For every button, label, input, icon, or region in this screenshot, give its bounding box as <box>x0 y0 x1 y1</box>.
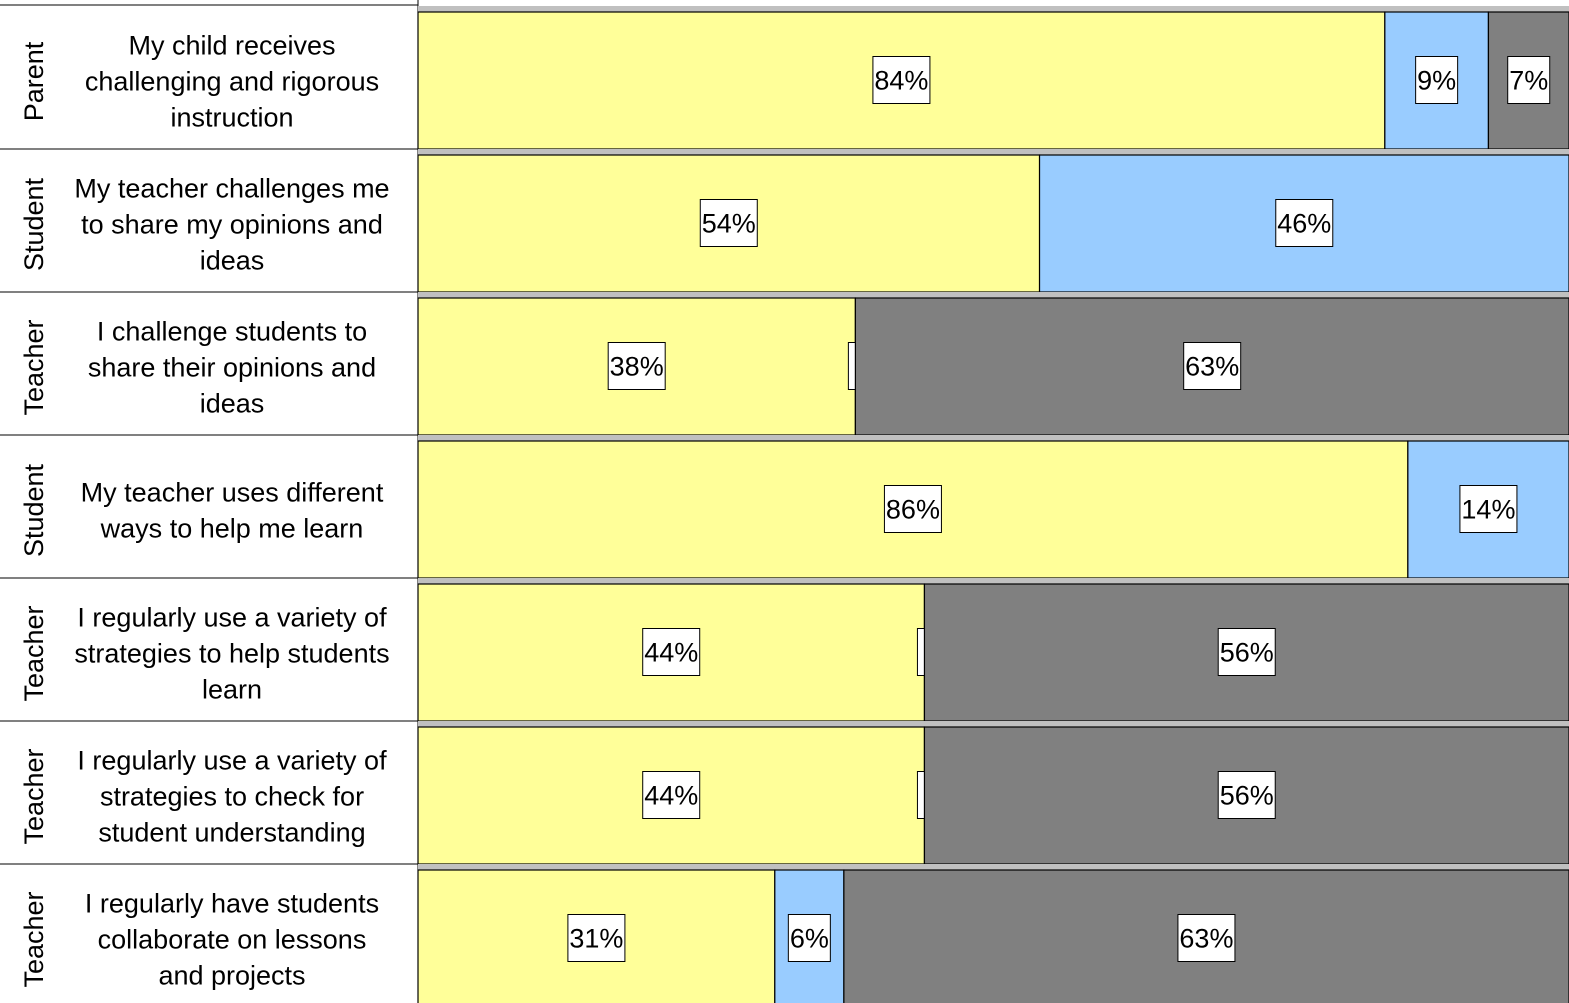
data-label: 86% <box>886 495 940 525</box>
data-label: 54% <box>702 209 756 239</box>
respondent-label: Student <box>19 463 49 557</box>
data-label-box <box>1415 56 1459 104</box>
question-label: collaborate on lessons <box>98 925 367 955</box>
data-label-box <box>642 771 701 819</box>
data-label-box <box>1177 914 1236 962</box>
data-label-box <box>1217 771 1276 819</box>
question-label: I regularly use a variety of <box>77 746 387 776</box>
data-label-box <box>567 914 626 962</box>
data-label-box <box>1507 56 1551 104</box>
question-label: share their opinions and <box>88 353 376 383</box>
question-label: challenging and rigorous <box>85 67 379 97</box>
respondent-label: Teacher <box>19 319 49 415</box>
question-label: I challenge students to <box>97 317 367 347</box>
data-label-box <box>1459 485 1518 533</box>
question-label: I regularly have students <box>85 889 379 919</box>
data-label: 56% <box>1220 638 1274 668</box>
respondent-label: Teacher <box>19 748 49 844</box>
question-label: ideas <box>200 389 265 419</box>
data-label-box <box>1275 199 1334 247</box>
question-label: My teacher uses different <box>81 478 384 508</box>
data-label: 44% <box>644 638 698 668</box>
row-gap-strip <box>418 149 1569 155</box>
data-label: 63% <box>1179 924 1233 954</box>
question-label: student understanding <box>98 818 365 848</box>
question-label: ideas <box>200 246 265 276</box>
question-label: and projects <box>158 961 305 991</box>
data-label: 46% <box>1277 209 1331 239</box>
data-label: 6% <box>790 924 829 954</box>
question-label: strategies to check for <box>100 782 364 812</box>
data-label: 7% <box>1509 66 1548 96</box>
data-label-box <box>787 914 831 962</box>
data-label: 9% <box>1417 66 1456 96</box>
data-label: 14% <box>1461 495 1515 525</box>
data-label-box <box>642 628 701 676</box>
question-label: instruction <box>170 103 293 133</box>
question-label: My child receives <box>128 31 335 61</box>
question-label: My teacher challenges me <box>74 174 389 204</box>
question-label: learn <box>202 675 262 705</box>
row-gap-strip <box>418 864 1569 870</box>
question-label: ways to help me learn <box>100 514 364 544</box>
row-gap-strip <box>418 435 1569 441</box>
data-label-box <box>607 342 666 390</box>
respondent-label: Teacher <box>19 605 49 701</box>
data-label: 44% <box>644 781 698 811</box>
data-label-box <box>1217 628 1276 676</box>
respondent-label: Teacher <box>19 891 49 987</box>
row-gap-strip <box>418 578 1569 584</box>
row-gap-strip <box>418 292 1569 298</box>
row-gap-strip <box>418 721 1569 727</box>
question-label: to share my opinions and <box>81 210 383 240</box>
data-label-box <box>1183 342 1242 390</box>
data-label-box <box>883 485 942 533</box>
data-label: 56% <box>1220 781 1274 811</box>
data-label-box <box>699 199 758 247</box>
data-label: 31% <box>569 924 623 954</box>
data-label-box <box>872 56 931 104</box>
row-gap-strip <box>418 6 1569 12</box>
data-label: 63% <box>1185 352 1239 382</box>
question-label: strategies to help students <box>74 639 389 669</box>
respondent-label: Student <box>19 177 49 271</box>
respondent-label: Parent <box>19 41 49 121</box>
question-label: I regularly use a variety of <box>77 603 387 633</box>
data-label: 84% <box>874 66 928 96</box>
data-label: 38% <box>610 352 664 382</box>
